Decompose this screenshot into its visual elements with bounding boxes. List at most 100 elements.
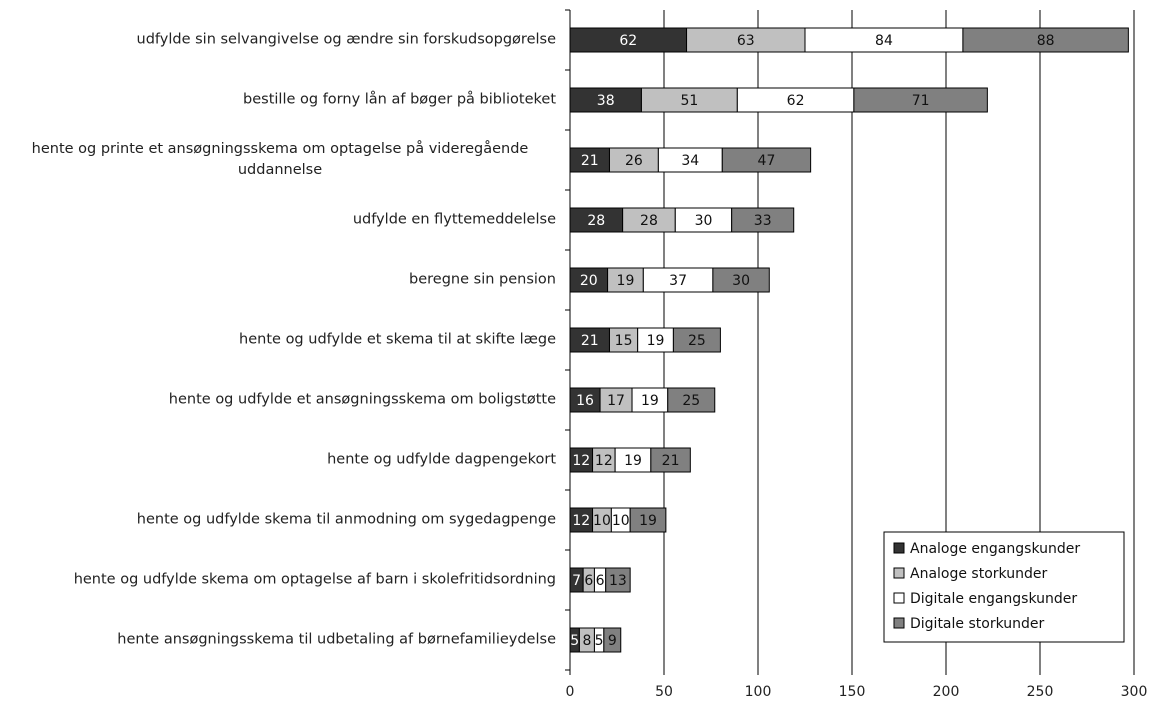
value-label: 34 <box>681 153 699 169</box>
value-label: 51 <box>680 93 698 109</box>
category-label: beregne sin pension <box>0 270 556 291</box>
category-label: hente og udfylde skema om optagelse af b… <box>0 570 556 591</box>
category-label: udfylde sin selvangivelse og ændre sin f… <box>0 30 556 51</box>
category-label: hente og printe et ansøgningsskema om op… <box>0 139 556 181</box>
legend-label: Analoge storkunder <box>910 566 1047 582</box>
value-label: 12 <box>572 453 590 469</box>
bar-segment <box>674 207 733 233</box>
value-label: 15 <box>615 333 633 349</box>
value-label: 19 <box>624 453 642 469</box>
category-text: hente og udfylde skema til anmodning om … <box>136 511 556 528</box>
value-label: 12 <box>595 453 613 469</box>
value-label: 20 <box>580 273 598 289</box>
bar-segment <box>962 27 1129 53</box>
value-label: 6 <box>584 573 593 589</box>
value-label: 37 <box>669 273 687 289</box>
value-label: 19 <box>641 393 659 409</box>
value-label: 7 <box>572 573 581 589</box>
bar-segment <box>607 267 644 293</box>
value-label: 62 <box>619 33 637 49</box>
value-label: 9 <box>608 633 617 649</box>
category-label: hente ansøgningsskema til udbetaling af … <box>0 630 556 651</box>
x-tick-label: 250 <box>1027 684 1054 700</box>
legend-label: Digitale storkunder <box>910 616 1044 632</box>
legend-box <box>883 531 1125 643</box>
value-label: 13 <box>609 573 627 589</box>
category-label: hente og udfylde dagpengekort <box>0 450 556 471</box>
bar-segment <box>614 447 652 473</box>
value-label: 19 <box>617 273 635 289</box>
bar-segment <box>731 207 795 233</box>
value-label: 62 <box>787 93 805 109</box>
value-label: 28 <box>587 213 605 229</box>
value-label: 30 <box>732 273 750 289</box>
bar-segment <box>622 207 676 233</box>
bar-segment <box>712 267 770 293</box>
value-label: 63 <box>737 33 755 49</box>
category-label: bestille og forny lån af bøger på biblio… <box>0 90 556 111</box>
category-text: hente og udfylde dagpengekort <box>327 451 556 468</box>
category-label: udfylde en flyttemeddelelse <box>0 210 556 231</box>
bar-segment <box>804 27 964 53</box>
value-label: 5 <box>595 633 604 649</box>
value-label: 5 <box>570 633 579 649</box>
category-text: bestille og forny lån af bøger på biblio… <box>243 91 556 108</box>
category-label: hente og udfylde skema til anmodning om … <box>0 510 556 531</box>
category-label: hente og udfylde et skema til at skifte … <box>0 330 556 351</box>
value-label: 26 <box>625 153 643 169</box>
legend-swatch <box>893 542 905 554</box>
legend-swatch <box>893 592 905 604</box>
category-text: hente og udfylde skema om optagelse af b… <box>73 571 556 588</box>
x-tick-label: 50 <box>655 684 673 700</box>
bar-segment <box>642 267 714 293</box>
legend-label: Analoge engangskunder <box>910 541 1080 557</box>
value-label: 88 <box>1037 33 1055 49</box>
value-label: 30 <box>695 213 713 229</box>
value-label: 10 <box>612 513 630 529</box>
value-label: 19 <box>647 333 665 349</box>
category-text: hente og printe et ansøgningsskema om op… <box>31 141 529 178</box>
legend-label: Digitale engangskunder <box>910 591 1077 607</box>
bar-segment <box>605 567 631 593</box>
category-text: hente og udfylde et skema til at skifte … <box>239 331 556 348</box>
value-label: 84 <box>875 33 893 49</box>
value-label: 17 <box>607 393 625 409</box>
value-label: 10 <box>593 513 611 529</box>
value-label: 21 <box>581 153 599 169</box>
bar-segment <box>853 87 988 113</box>
value-label: 28 <box>640 213 658 229</box>
value-label: 16 <box>576 393 594 409</box>
x-tick-label: 200 <box>933 684 960 700</box>
bar-segment <box>640 87 738 113</box>
bar-segment <box>629 507 667 533</box>
bar-segment <box>650 447 691 473</box>
bar-segment <box>657 147 723 173</box>
x-tick-label: 300 <box>1121 684 1148 700</box>
value-label: 21 <box>662 453 680 469</box>
value-label: 12 <box>572 513 590 529</box>
category-text: beregne sin pension <box>409 271 556 288</box>
value-label: 33 <box>754 213 772 229</box>
value-label: 38 <box>597 93 615 109</box>
bar-segment <box>721 147 812 173</box>
category-text: udfylde sin selvangivelse og ændre sin f… <box>136 31 556 48</box>
category-text: udfylde en flyttemeddelelse <box>352 211 556 228</box>
category-label: hente og udfylde et ansøgningsskema om b… <box>0 390 556 411</box>
bar-segment <box>667 387 716 413</box>
value-label: 6 <box>596 573 605 589</box>
bar-segment <box>672 327 721 353</box>
legend-swatch <box>893 617 905 629</box>
bar-segment <box>603 627 622 653</box>
x-tick-label: 150 <box>839 684 866 700</box>
value-label: 25 <box>688 333 706 349</box>
value-label: 25 <box>682 393 700 409</box>
legend: Analoge engangskunder Analoge storkunder D… <box>883 531 1125 643</box>
value-label: 8 <box>582 633 591 649</box>
bar-segment <box>569 267 609 293</box>
value-label: 19 <box>639 513 657 529</box>
value-label: 21 <box>581 333 599 349</box>
x-tick-label: 100 <box>745 684 772 700</box>
x-tick-label: 0 <box>566 684 575 700</box>
